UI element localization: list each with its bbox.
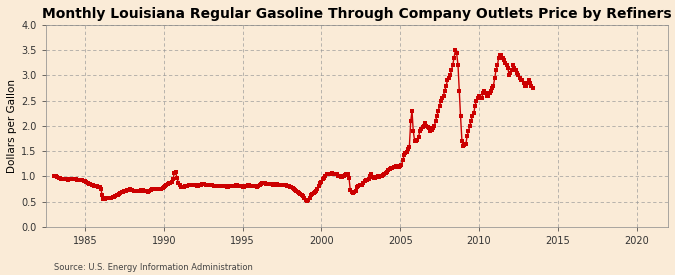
Title: Monthly Louisiana Regular Gasoline Through Company Outlets Price by Refiners: Monthly Louisiana Regular Gasoline Throu… [42,7,672,21]
Y-axis label: Dollars per Gallon: Dollars per Gallon [7,79,17,173]
Text: Source: U.S. Energy Information Administration: Source: U.S. Energy Information Administ… [54,263,253,272]
